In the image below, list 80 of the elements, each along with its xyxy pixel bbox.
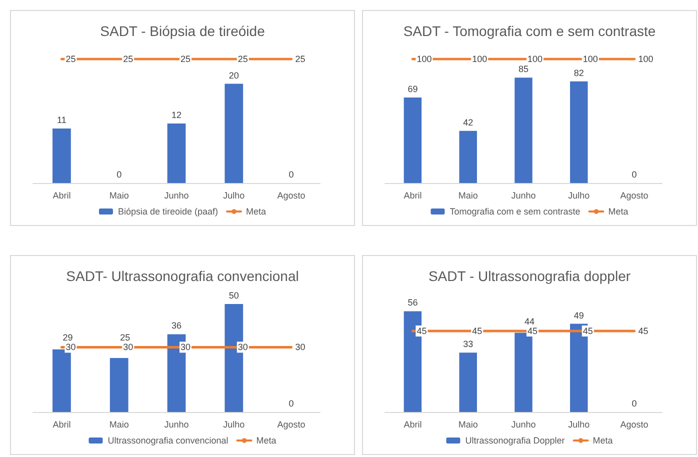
data-label: 0 (288, 398, 294, 408)
data-label: 33 (463, 339, 474, 350)
data-label: 82 (574, 68, 584, 78)
x-tick-label: Junho (164, 190, 189, 200)
bar (514, 78, 532, 183)
chart-title: SADT - Tomografia com e sem contraste (403, 23, 656, 39)
x-tick-label: Julho (568, 190, 590, 200)
legend-label: Meta (246, 206, 266, 216)
data-label: 100 (528, 54, 543, 64)
bar (52, 349, 71, 412)
data-label: 100 (472, 54, 488, 64)
data-label: 29 (62, 332, 73, 343)
data-label: 100 (416, 54, 432, 64)
data-label: 0 (632, 170, 637, 180)
x-tick-label: Julho (223, 190, 245, 200)
bar (404, 97, 422, 183)
data-label: 45 (416, 326, 427, 336)
chart-title: SADT- Ultrassonografia convencional (66, 268, 299, 284)
data-label: 45 (472, 326, 482, 336)
data-label: 20 (228, 70, 239, 80)
data-label: 25 (180, 54, 191, 64)
x-tick-label: Agosto (620, 190, 648, 200)
data-label: 0 (116, 170, 122, 180)
x-tick-label: Maio (458, 420, 478, 430)
x-tick-label: Agosto (277, 420, 306, 430)
x-tick-label: Maio (109, 190, 129, 200)
data-label: 42 (463, 117, 474, 128)
data-label: 30 (238, 342, 248, 352)
x-tick-label: Junho (511, 190, 536, 200)
data-label: 85 (518, 64, 529, 74)
data-label: 30 (295, 342, 306, 352)
data-label: 25 (120, 332, 130, 343)
data-label: 69 (408, 84, 418, 94)
x-tick-label: Abril (404, 190, 422, 200)
chart-title: SADT - Biópsia de tireóide (100, 23, 266, 39)
x-tick-label: Maio (458, 190, 478, 200)
x-tick-label: Junho (164, 420, 189, 430)
data-label: 36 (171, 320, 182, 331)
legend-label: Tomografia com e sem contraste (450, 206, 580, 216)
x-tick-label: Abril (52, 420, 71, 430)
bar (459, 130, 477, 183)
x-tick-label: Julho (223, 420, 245, 430)
data-label: 30 (123, 342, 134, 352)
data-label: 25 (123, 54, 134, 64)
legend-label: Ultrassonografia convencional (108, 436, 228, 446)
x-tick-label: Agosto (277, 190, 306, 200)
data-label: 100 (582, 54, 598, 64)
x-tick-label: Agosto (620, 420, 648, 430)
data-label: 12 (171, 110, 182, 120)
x-tick-label: Julho (568, 420, 590, 430)
legend-label: Meta (592, 436, 613, 446)
bar (514, 332, 532, 412)
bar (570, 81, 588, 183)
bar (110, 358, 128, 412)
data-label: 100 (638, 54, 654, 64)
data-label: 45 (528, 326, 538, 336)
legend-label: Biópsia de tireoide (paaf) (118, 206, 218, 216)
chart-title: SADT - Ultrassonografia doppler (428, 268, 631, 284)
x-tick-label: Junho (511, 420, 536, 430)
data-label: 30 (180, 342, 191, 352)
data-label: 25 (295, 54, 306, 64)
data-label: 45 (582, 326, 593, 336)
data-label: 49 (574, 310, 584, 320)
data-label: 50 (228, 290, 239, 300)
legend-label: Meta (256, 436, 276, 446)
data-label: 0 (632, 398, 637, 408)
data-label: 0 (288, 170, 294, 180)
data-label: 25 (238, 54, 248, 64)
data-label: 44 (524, 316, 535, 326)
legend-label: Ultrassonografia Doppler (465, 436, 565, 446)
data-label: 11 (57, 114, 66, 125)
data-label: 56 (408, 298, 418, 308)
data-label: 45 (638, 326, 648, 336)
bar (459, 352, 477, 412)
legend-label: Meta (608, 206, 628, 216)
x-tick-label: Abril (404, 420, 422, 430)
x-tick-label: Maio (109, 420, 129, 430)
data-label: 25 (66, 54, 76, 64)
x-tick-label: Abril (52, 190, 71, 200)
data-label: 30 (66, 342, 76, 352)
